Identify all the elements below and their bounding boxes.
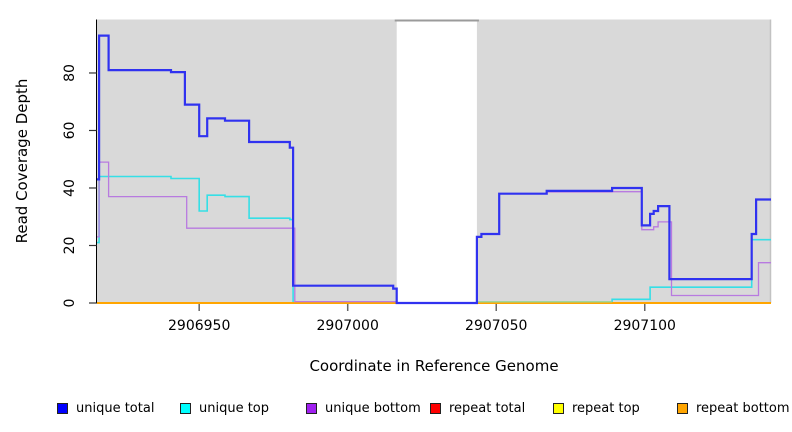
- y-tick-label: 20: [62, 237, 78, 255]
- legend-label: unique top: [199, 400, 270, 416]
- gap-band: [396, 21, 477, 303]
- legend-swatch-icon: [180, 402, 191, 414]
- legend-item-unique-total: unique total: [57, 398, 154, 418]
- series-unique-total: [97, 34, 771, 305]
- legend-swatch-icon: [57, 402, 68, 414]
- legend-item-repeat-top: repeat top: [553, 398, 640, 418]
- series-unique-top: [97, 175, 771, 304]
- legend-swatch-icon: [306, 402, 317, 414]
- legend-item-repeat-bottom: repeat bottom: [677, 398, 790, 418]
- legend-label: repeat top: [572, 400, 640, 416]
- x-tick-label: 2907000: [317, 318, 379, 334]
- y-tick-label: 0: [62, 299, 78, 308]
- x-tick-label: 2907100: [614, 318, 676, 334]
- legend-label: repeat bottom: [696, 400, 790, 416]
- y-tick-label: 40: [62, 179, 78, 197]
- legend-label: unique bottom: [325, 400, 421, 416]
- legend-label: unique total: [76, 400, 155, 416]
- x-axis-title: Coordinate in Reference Genome: [309, 357, 559, 375]
- x-tick-label: 2907050: [465, 318, 527, 334]
- legend-label: repeat total: [449, 400, 526, 416]
- plot-area: 0 20 40 60 80 2906950 2907000 2907050 2907100: [62, 19, 772, 334]
- x-tick-label: 2906950: [168, 318, 230, 334]
- legend-swatch-icon: [430, 402, 441, 414]
- y-tick-label: 80: [62, 64, 78, 82]
- legend-swatch-icon: [677, 402, 688, 414]
- y-axis-title: Read Coverage Depth: [13, 78, 31, 244]
- legend-item-unique-bottom: unique bottom: [306, 398, 421, 418]
- legend-swatch-icon: [553, 402, 564, 414]
- legend-item-repeat-total: repeat total: [430, 398, 525, 418]
- y-tick-label: 60: [62, 122, 78, 140]
- legend: unique total unique top unique bottom repea…: [0, 398, 792, 422]
- legend-item-unique-top: unique top: [180, 398, 269, 418]
